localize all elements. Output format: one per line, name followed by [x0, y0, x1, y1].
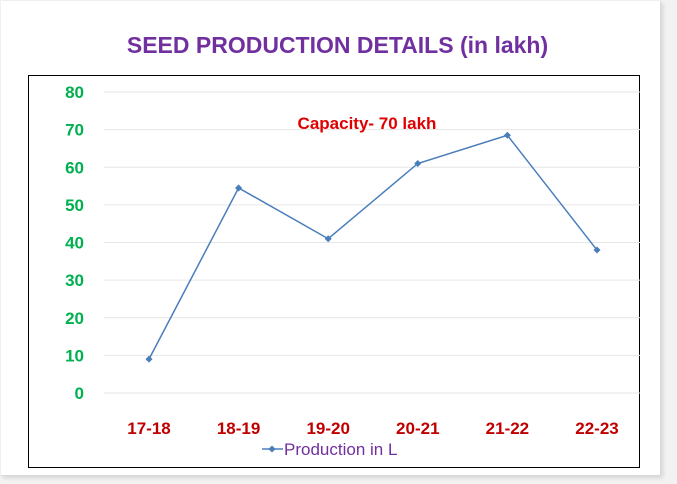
data-point	[414, 159, 422, 168]
legend-diamond-marker	[268, 445, 276, 453]
x-tick-label: 21-22	[486, 419, 529, 438]
y-tick-label: 60	[65, 158, 84, 177]
y-tick-label: 20	[65, 309, 84, 328]
legend-label: Production in L	[284, 440, 397, 459]
y-tick-label: 0	[75, 384, 84, 403]
y-tick-label: 70	[65, 121, 84, 140]
legend: Production in L	[262, 440, 397, 459]
gridlines	[104, 91, 640, 394]
x-tick-label: 20-21	[396, 419, 439, 438]
x-tick-label: 19-20	[306, 419, 349, 438]
y-tick-label: 40	[65, 234, 84, 253]
chart-frame	[28, 75, 640, 468]
data-point	[593, 246, 601, 254]
chart-title: SEED PRODUCTION DETAILS (in lakh)	[126, 32, 549, 58]
data-point	[324, 235, 332, 243]
y-tick-label: 50	[65, 196, 84, 215]
x-tick-label: 17-18	[127, 419, 170, 438]
data-point	[503, 131, 511, 139]
capacity-annotation: Capacity- 70 lakh	[298, 114, 437, 133]
y-tick-label: 80	[65, 83, 84, 102]
data-point	[235, 184, 243, 192]
data-point	[145, 355, 153, 363]
series-production	[145, 131, 601, 363]
x-tick-label: 22-23	[575, 419, 618, 438]
y-axis-tick-labels: 0 10 20 30 40 50 60 70 80	[65, 83, 84, 403]
x-axis-tick-labels: 17-18 18-19 19-20 20-21 21-22 22-23	[127, 419, 618, 438]
y-tick-label: 10	[65, 346, 84, 365]
x-tick-label: 18-19	[217, 419, 260, 438]
y-tick-label: 30	[65, 271, 84, 290]
series-line	[148, 134, 598, 360]
